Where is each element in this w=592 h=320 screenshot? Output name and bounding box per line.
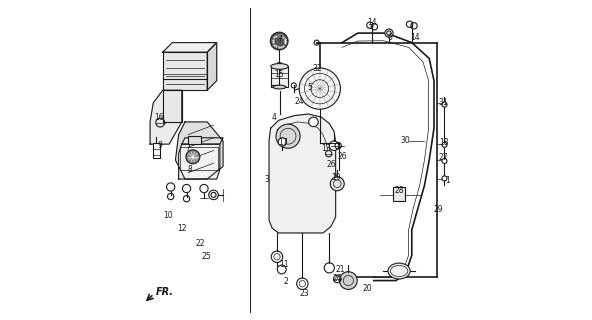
Text: 6: 6 <box>387 33 392 42</box>
Text: 7: 7 <box>278 35 282 44</box>
Circle shape <box>442 176 447 181</box>
Text: 19: 19 <box>331 173 341 182</box>
Text: 26: 26 <box>337 152 347 161</box>
Text: 8: 8 <box>187 165 192 174</box>
Text: 18: 18 <box>439 138 448 147</box>
Polygon shape <box>163 52 207 90</box>
Text: 11: 11 <box>279 260 289 269</box>
Text: 14: 14 <box>367 18 377 27</box>
Text: 12: 12 <box>178 224 187 233</box>
Circle shape <box>442 158 447 164</box>
Circle shape <box>277 265 286 274</box>
Circle shape <box>299 68 340 109</box>
Polygon shape <box>179 144 220 179</box>
Text: 7: 7 <box>186 144 191 153</box>
Polygon shape <box>269 114 336 233</box>
Polygon shape <box>163 43 217 52</box>
Circle shape <box>182 184 191 193</box>
Bar <box>153 143 160 158</box>
Circle shape <box>276 124 300 148</box>
Text: 4: 4 <box>272 113 277 122</box>
Text: 1: 1 <box>445 176 450 185</box>
Polygon shape <box>150 90 182 144</box>
Ellipse shape <box>273 85 286 89</box>
Text: 2: 2 <box>284 277 288 286</box>
Polygon shape <box>271 67 288 87</box>
Circle shape <box>308 117 318 127</box>
Text: 30: 30 <box>401 136 410 146</box>
Circle shape <box>271 32 288 50</box>
Bar <box>392 187 406 201</box>
Ellipse shape <box>388 263 410 279</box>
Polygon shape <box>207 43 217 90</box>
Ellipse shape <box>271 64 288 69</box>
Polygon shape <box>182 138 223 144</box>
Circle shape <box>271 251 282 262</box>
Circle shape <box>278 138 287 146</box>
Circle shape <box>186 150 200 164</box>
Circle shape <box>330 177 344 191</box>
Text: 22: 22 <box>195 239 205 248</box>
Text: 17: 17 <box>278 138 288 147</box>
Text: 27: 27 <box>439 153 448 162</box>
Text: 3: 3 <box>265 174 269 184</box>
Text: 13: 13 <box>321 144 332 153</box>
Circle shape <box>385 29 393 37</box>
Circle shape <box>442 142 447 147</box>
Text: 25: 25 <box>202 252 211 261</box>
Polygon shape <box>163 90 182 122</box>
Text: 23: 23 <box>300 289 310 298</box>
Text: 10: 10 <box>163 211 173 220</box>
Text: 31: 31 <box>439 99 448 108</box>
Polygon shape <box>175 122 223 179</box>
Circle shape <box>442 102 447 107</box>
Circle shape <box>324 263 334 273</box>
Text: 32: 32 <box>313 63 323 73</box>
Text: 20: 20 <box>363 284 372 293</box>
Circle shape <box>339 272 357 289</box>
Text: 26: 26 <box>327 160 336 169</box>
Text: 28: 28 <box>395 186 404 195</box>
Circle shape <box>297 278 308 289</box>
Text: 21: 21 <box>335 265 345 274</box>
Circle shape <box>166 183 175 191</box>
Text: 15: 15 <box>274 70 284 79</box>
Circle shape <box>329 141 339 150</box>
Text: 14: 14 <box>410 33 420 42</box>
Text: 5: 5 <box>307 83 312 92</box>
Bar <box>188 136 201 144</box>
Text: 24: 24 <box>295 97 305 106</box>
Text: 9: 9 <box>157 141 162 150</box>
Text: 16: 16 <box>154 113 164 122</box>
Text: FR.: FR. <box>156 287 174 297</box>
Circle shape <box>200 184 208 193</box>
Text: 26: 26 <box>333 275 342 284</box>
Text: 29: 29 <box>433 205 443 214</box>
